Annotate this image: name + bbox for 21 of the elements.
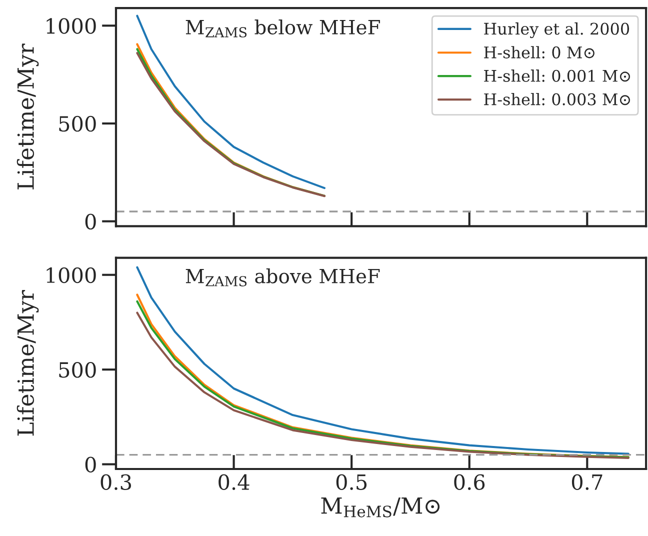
legend-label: Hurley et al. 2000: [484, 22, 630, 38]
y-tick-label: 500: [59, 362, 96, 378]
x-axis-title: M$_{HeMS}$/M⊙: [321, 497, 440, 518]
x-tick-label: 0.4: [218, 474, 250, 490]
legend-label: H-shell: 0.001 M⊙: [484, 70, 630, 82]
y-tick-label: 1000: [46, 18, 96, 34]
x-tick-label: 0.7: [572, 474, 602, 490]
legend-label: H-shell: 0.003 M⊙: [484, 92, 630, 106]
x-tick-label: 0.5: [336, 474, 367, 490]
y-tick-label: 500: [59, 116, 96, 132]
y-tick-label: 0: [85, 214, 96, 230]
y-axis-title: Lifetime/Myr: [16, 290, 39, 436]
legend-label: H-shell: 0 M⊙: [484, 46, 594, 58]
annotation: M$_{ZAMS}$ above MHeF: [186, 268, 380, 286]
x-tick-label: 0.6: [454, 474, 485, 490]
line-series: [136, 266, 630, 455]
y-axis-title: Lifetime/Myr: [16, 44, 39, 190]
y-tick-label: 0: [85, 456, 96, 472]
y-tick-label: 1000: [46, 267, 96, 284]
x-tick-label: 0.3: [100, 474, 132, 490]
annotation: M$_{ZAMS}$ below MHeF: [186, 19, 380, 38]
